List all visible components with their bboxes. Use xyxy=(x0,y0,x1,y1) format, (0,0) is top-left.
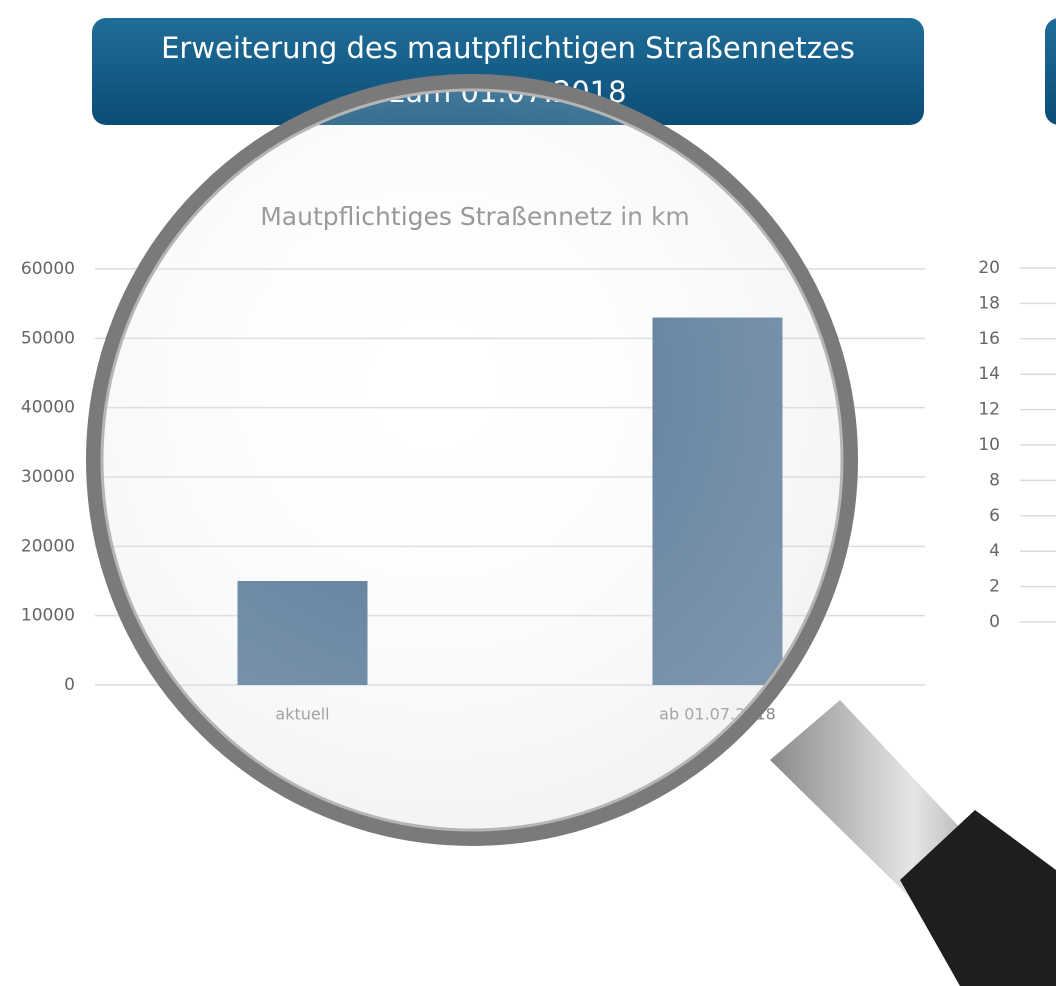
y-tick-label: 12 xyxy=(978,400,1000,420)
y-tick-label: 0 xyxy=(64,675,75,695)
handle-grip xyxy=(900,810,1056,986)
y-tick-label: 10000 xyxy=(21,606,75,626)
y-tick-label: 4 xyxy=(989,541,1000,561)
y-tick-label: 20000 xyxy=(21,536,75,556)
y-tick-label: 16 xyxy=(978,329,1000,349)
banner xyxy=(92,18,924,125)
lens-ring xyxy=(86,74,858,846)
lens-ring-inner xyxy=(100,88,844,832)
y-tick-label: 0 xyxy=(989,612,1000,632)
banner-right xyxy=(1045,18,1056,125)
y-tick-label: 14 xyxy=(978,364,1000,384)
y-tick-label: 30000 xyxy=(21,467,75,487)
banner-title: Erweiterung des mautpflichtigen Straßenn… xyxy=(161,31,855,65)
y-tick-label: 8 xyxy=(989,470,1000,490)
y-tick-label: 18 xyxy=(978,293,1000,313)
y-tick-label: 6 xyxy=(989,506,1000,526)
y-tick-label: 2 xyxy=(989,577,1000,597)
y-tick-label: 50000 xyxy=(21,328,75,348)
y-tick-label: 60000 xyxy=(21,259,75,279)
y-tick-label: 20 xyxy=(978,258,1000,278)
y-tick-label: 10 xyxy=(978,435,1000,455)
magnifier xyxy=(86,74,1056,986)
y-tick-label: 40000 xyxy=(21,398,75,418)
lens xyxy=(94,82,850,838)
